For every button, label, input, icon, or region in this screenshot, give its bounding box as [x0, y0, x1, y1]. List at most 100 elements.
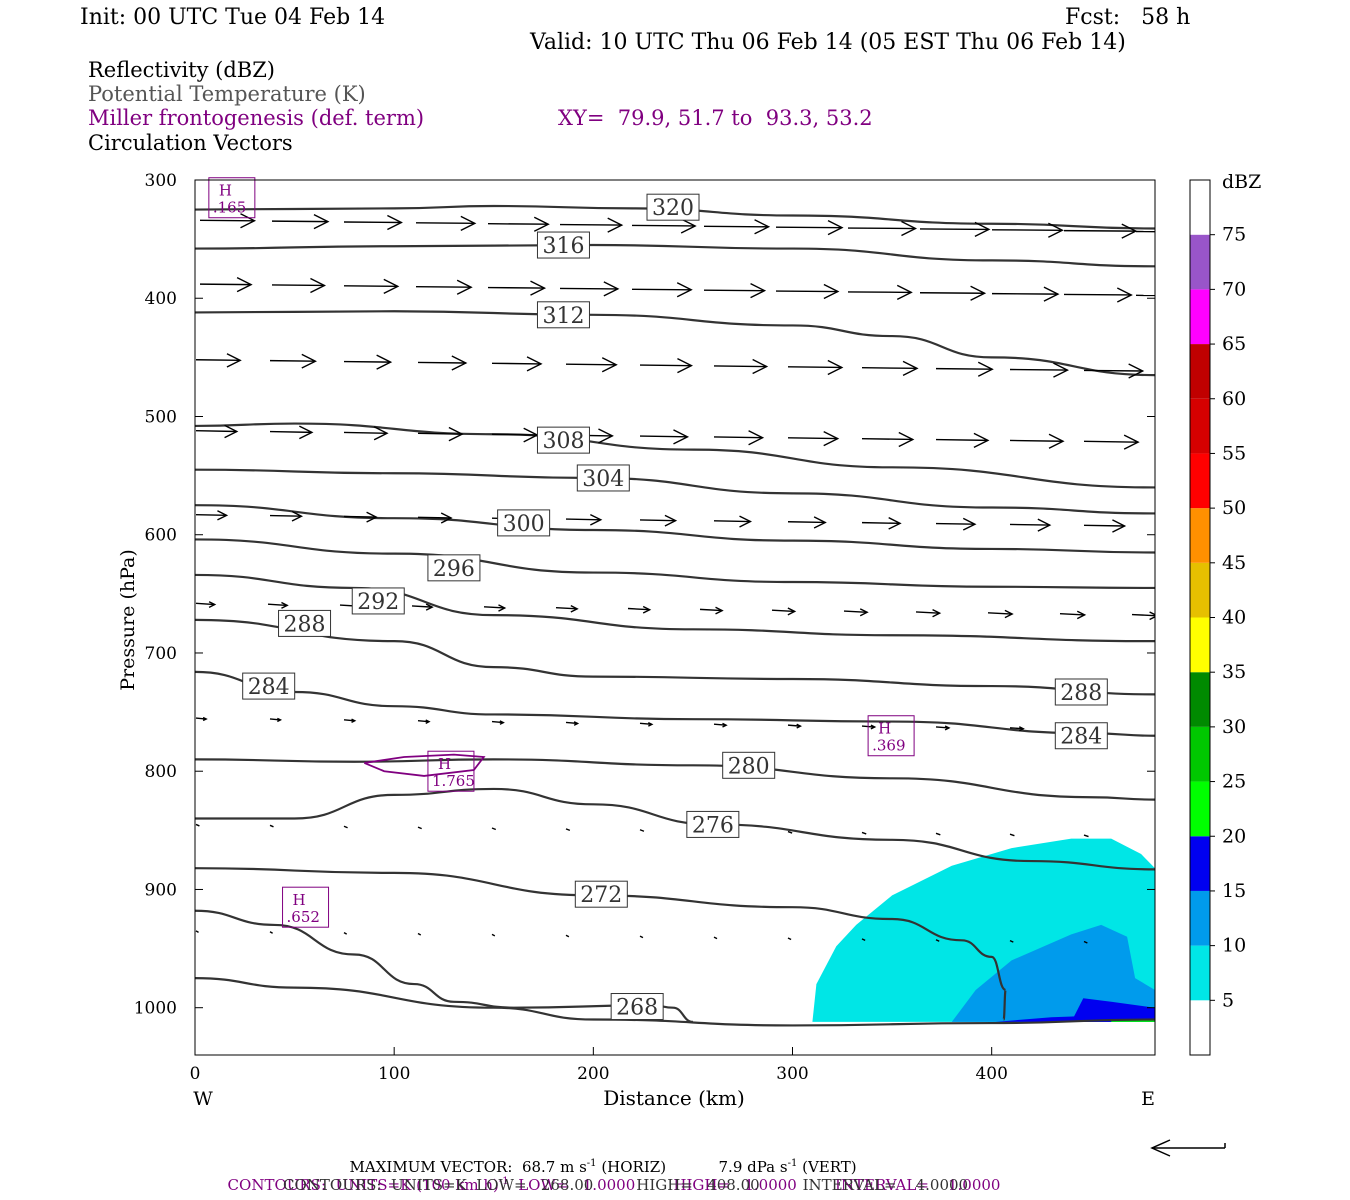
vector-arrow-30 [343, 354, 393, 370]
colorbar-segment-2 [1190, 890, 1210, 946]
theta-contour-292 [195, 573, 1155, 643]
vector-arrow-95 [269, 824, 274, 828]
x-tick-label-300: 300 [776, 1064, 808, 1084]
colorbar-segment-15 [1190, 180, 1210, 235]
x-tick-label-200: 200 [577, 1064, 609, 1084]
vector-arrow-20 [631, 282, 693, 298]
vector-arrow-43 [343, 426, 389, 441]
vector-arrow-39 [1009, 362, 1070, 378]
vector-arrow-65 [1009, 518, 1052, 532]
theta-label-284-east: 284 [1060, 725, 1102, 750]
colorbar-segment-13 [1190, 289, 1210, 345]
vector-arrow-116 [861, 938, 866, 941]
field-theta: Potential Temperature (K) [88, 82, 366, 106]
colorbar-segment-5 [1190, 726, 1210, 782]
vector-arrow-59 [565, 513, 603, 526]
y-tick-label-1000: 1000 [134, 999, 177, 1019]
west-label: W [193, 1088, 213, 1110]
theta-contour-276 [195, 787, 1155, 871]
theta-label-box-308 [536, 426, 590, 454]
vector-arrow-48 [713, 430, 765, 446]
theta-label-box-284-east [1054, 722, 1108, 750]
colorbar-label-35: 35 [1222, 661, 1246, 683]
theta-contour-320 [195, 204, 1155, 230]
vector-arrow-72 [555, 605, 579, 613]
vector-arrow-82 [269, 717, 283, 723]
theta-label-288: 288 [284, 612, 326, 637]
vector-arrow-18 [487, 280, 547, 296]
theta-label-292: 292 [357, 590, 399, 615]
vector-arrow-17 [415, 279, 473, 295]
theta-contour-272 [195, 867, 1007, 1021]
vector-arrow-87 [639, 721, 654, 727]
colorbar-label-10: 10 [1222, 935, 1246, 957]
frontogenesis-contours [363, 753, 486, 777]
theta-label-320: 320 [652, 196, 694, 221]
theta-label-284: 284 [248, 675, 290, 700]
vector-arrow-113 [639, 935, 644, 939]
theta-label-box-312 [536, 301, 590, 329]
east-label: E [1141, 1088, 1155, 1110]
colorbar-label-40: 40 [1222, 607, 1246, 629]
vector-arrow-117 [935, 939, 940, 942]
vector-arrow-91 [935, 725, 951, 731]
vector-arrow-100 [639, 829, 645, 832]
vector-arrow-85 [491, 720, 505, 725]
vector-arrow-34 [639, 358, 693, 374]
max-vector-vert-exp: -1 [787, 1158, 798, 1169]
theta-label-box-316 [536, 231, 590, 259]
vector-arrow-74 [699, 606, 724, 615]
theta-contour-284 [195, 670, 1155, 737]
colorbar-segment-12 [1190, 344, 1210, 399]
field-vectors: Circulation Vectors [88, 131, 293, 155]
theta-contour-304 [195, 468, 1155, 515]
contours-fronto-units: CONTOURS: UNITS=K (100 km h) [227, 1176, 499, 1194]
theta-label-276: 276 [692, 813, 734, 838]
vector-arrow-7 [703, 219, 771, 235]
vector-arrow-99 [565, 828, 571, 832]
max-vector-line: MAXIMUM VECTOR: 68.7 m s-1 (HORIZ) 7.9 d… [340, 1140, 857, 1176]
vector-arrow-88 [713, 722, 728, 728]
theta-label-280: 280 [728, 754, 770, 779]
y-tick-label-700: 700 [145, 644, 177, 664]
fronto-max-value-0: .165 [213, 199, 246, 217]
max-vector-vert-suffix: (VERT) [802, 1158, 857, 1176]
contours-fronto-exp: -1 [498, 1176, 509, 1187]
vector-arrow-25 [991, 286, 1060, 302]
theta-label-box-272 [574, 880, 628, 908]
reference-vector-arrow [1150, 1139, 1226, 1157]
theta-label-box-296 [427, 554, 481, 582]
vector-arrow-8 [775, 220, 844, 236]
vector-arrow-81 [195, 716, 208, 722]
theta-label-box-280 [722, 751, 776, 779]
vector-arrow-105 [1009, 833, 1015, 837]
x-tick-label-400: 400 [975, 1064, 1007, 1084]
contour-labels: 320 316 312 308 304 300 296 292 288 288 284 284 280 2… [208, 177, 1108, 1021]
vector-arrow-77 [915, 608, 942, 618]
vector-arrow-15 [271, 277, 327, 294]
colorbar-label-50: 50 [1222, 497, 1246, 519]
theta-label-316: 316 [542, 234, 584, 259]
colorbar-segment-8 [1190, 562, 1210, 618]
theta-label-box-300 [497, 509, 551, 537]
y-tick-label-900: 900 [145, 880, 177, 900]
vector-arrow-92 [1009, 726, 1025, 732]
terrain-mask [195, 1025, 1155, 1055]
colorbar-segment-9 [1190, 508, 1210, 563]
vector-arrow-80 [1131, 611, 1155, 621]
colorbar-label-30: 30 [1222, 716, 1246, 738]
theta-label-268: 268 [616, 996, 658, 1021]
y-tick-label-400: 400 [145, 289, 177, 309]
vector-arrow-79 [1059, 610, 1087, 620]
theta-label-box-292 [351, 587, 405, 615]
colorbar-label-15: 15 [1222, 880, 1246, 902]
vector-arrow-13 [1135, 230, 1155, 233]
valid-time: Valid: 10 UTC Thu 06 Feb 14 (05 EST Thu … [530, 30, 1126, 55]
theta-label-300: 300 [503, 512, 545, 537]
circulation-vectors [195, 213, 1155, 944]
theta-contour-308 [195, 422, 1155, 489]
colorbar-segment-0 [1190, 1000, 1210, 1055]
colorbar-unit: dBZ [1222, 171, 1261, 193]
vector-arrow-2 [343, 214, 403, 231]
